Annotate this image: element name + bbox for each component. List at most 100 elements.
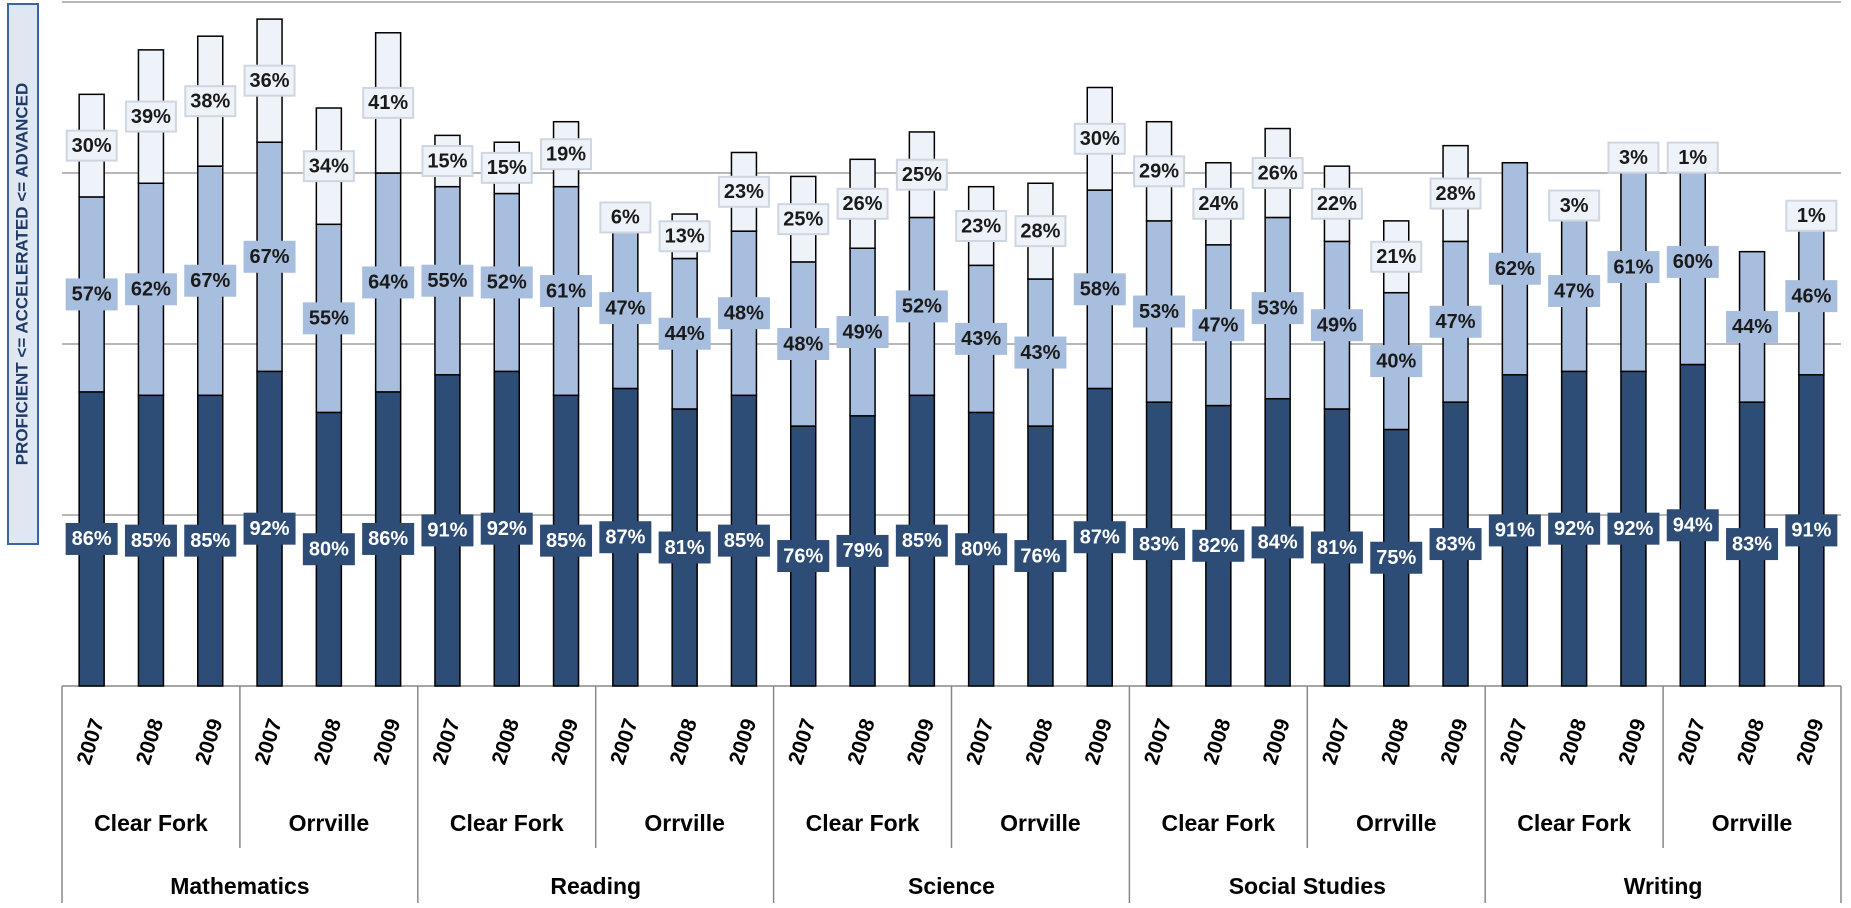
value-label: 28% [1020, 220, 1060, 242]
value-label: 91% [1791, 520, 1831, 542]
value-label-box [1133, 295, 1186, 328]
value-label-box [1488, 252, 1541, 285]
value-label: 92% [1554, 518, 1594, 540]
value-label: 52% [902, 296, 942, 318]
value-label-box [658, 317, 711, 350]
value-label: 23% [724, 181, 764, 203]
value-label-box [717, 175, 770, 208]
value-label: 79% [843, 540, 883, 562]
value-label: 48% [783, 333, 823, 355]
value-label: 6% [611, 207, 640, 229]
school-label: Orrville [289, 810, 370, 836]
value-label: 80% [309, 538, 349, 560]
value-label: 67% [250, 246, 290, 268]
value-label: 34% [309, 155, 349, 177]
value-label-box [124, 524, 177, 557]
value-label-box [362, 522, 415, 555]
value-label-box [1785, 199, 1838, 232]
x-tick-label: 2007 [428, 716, 464, 768]
value-label-box [599, 521, 652, 554]
x-tick-label: 2008 [310, 716, 346, 768]
value-label: 92% [250, 518, 290, 540]
value-label: 47% [1436, 311, 1476, 333]
y-axis-label: PROFICIENT <= ACCELERATED <= ADVANCED [12, 83, 31, 466]
value-label: 85% [190, 530, 230, 552]
value-label: 36% [250, 70, 290, 92]
value-label-box [895, 158, 948, 191]
value-label-box [1429, 528, 1482, 561]
value-label: 81% [1317, 537, 1357, 559]
value-label-box [1488, 514, 1541, 547]
value-label: 55% [427, 270, 467, 292]
value-label-box [1548, 189, 1601, 222]
value-label-box [1726, 528, 1779, 561]
value-label: 92% [1613, 518, 1653, 540]
value-label: 29% [1139, 161, 1179, 183]
value-label-box [1251, 292, 1304, 325]
value-label-box [302, 302, 355, 335]
value-label: 43% [1020, 342, 1060, 364]
value-label-box [421, 514, 474, 547]
x-tick-label: 2008 [132, 716, 168, 768]
value-label-box [480, 266, 533, 299]
value-label: 84% [1258, 532, 1298, 554]
value-label-box [658, 531, 711, 564]
value-label-box [362, 266, 415, 299]
value-label-box [955, 322, 1008, 355]
value-label-box [1310, 187, 1363, 220]
value-label-box [599, 292, 652, 325]
value-label-box [895, 290, 948, 323]
value-label-box [658, 220, 711, 253]
value-label-box [1192, 187, 1245, 220]
value-label-box [1133, 155, 1186, 188]
value-label-box [124, 100, 177, 133]
value-label-box [480, 512, 533, 545]
value-label: 53% [1258, 297, 1298, 319]
value-label: 64% [368, 272, 408, 294]
value-label: 85% [546, 530, 586, 552]
value-label-box [421, 145, 474, 178]
x-tick-label: 2008 [666, 716, 702, 768]
x-tick-label: 2009 [547, 716, 583, 768]
value-label: 44% [1732, 316, 1772, 338]
school-label: Clear Fork [94, 810, 208, 836]
value-label-box [1666, 509, 1719, 542]
value-label: 61% [546, 280, 586, 302]
value-label: 85% [131, 530, 171, 552]
x-tick-label: 2008 [1555, 716, 1591, 768]
value-label: 28% [1436, 183, 1476, 205]
school-label: Clear Fork [1517, 810, 1631, 836]
value-label: 3% [1619, 147, 1648, 169]
value-label-box [955, 210, 1008, 243]
value-label: 57% [72, 284, 112, 306]
value-label-box [1370, 541, 1423, 574]
value-label-box [717, 524, 770, 557]
x-tick-label: 2008 [1733, 716, 1769, 768]
value-label: 26% [1258, 162, 1298, 184]
value-label-box [480, 151, 533, 184]
value-label: 75% [1376, 547, 1416, 569]
school-label: Orrville [1712, 810, 1793, 836]
x-tick-label: 2007 [1496, 716, 1532, 768]
value-label-box [1133, 528, 1186, 561]
x-tick-label: 2008 [1199, 716, 1235, 768]
value-label: 87% [605, 527, 645, 549]
x-tick-label: 2007 [1318, 716, 1354, 768]
value-label-box [777, 203, 830, 236]
value-label-box [895, 524, 948, 557]
value-label: 23% [961, 215, 1001, 237]
value-label: 24% [1198, 193, 1238, 215]
value-label: 83% [1139, 533, 1179, 555]
x-tick-label: 2007 [606, 716, 642, 768]
x-tick-label: 2007 [784, 716, 820, 768]
value-label: 81% [665, 537, 705, 559]
x-tick-label: 2008 [1377, 716, 1413, 768]
value-label-box [184, 85, 237, 118]
value-label-box [1370, 345, 1423, 378]
value-label: 41% [368, 92, 408, 114]
value-label: 58% [1080, 279, 1120, 301]
subject-label: Writing [1624, 873, 1703, 899]
value-label-box [1666, 245, 1719, 278]
value-label: 76% [1020, 545, 1060, 567]
x-tick-label: 2007 [962, 716, 998, 768]
